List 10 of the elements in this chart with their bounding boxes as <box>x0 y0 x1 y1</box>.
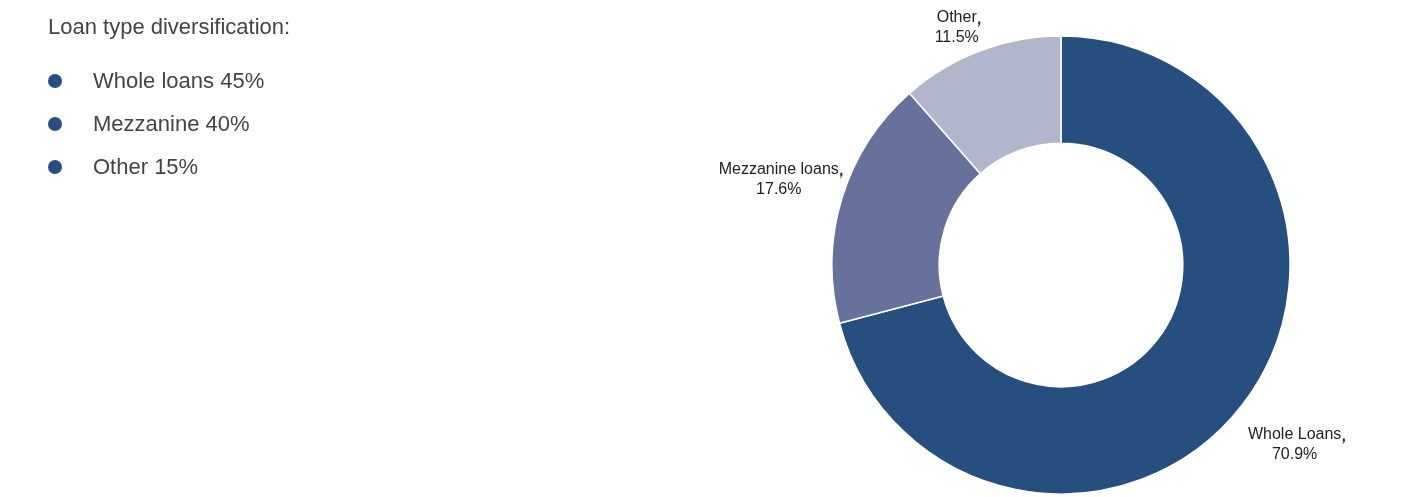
slice-label: Other <box>936 8 978 26</box>
text: Whole loans 45% <box>93 68 265 94</box>
slice-label: Whole Loans <box>1247 425 1342 443</box>
data-label: 17.6% <box>756 179 802 197</box>
text: Mezzanine 40% <box>93 111 250 137</box>
text: Loan type diversification: <box>48 14 291 40</box>
data-label: 11.5% <box>934 28 979 46</box>
slice-label: Mezzanine loans <box>718 159 839 177</box>
text: Other 15% <box>93 154 199 180</box>
data-label: 70.9% <box>1271 445 1318 463</box>
